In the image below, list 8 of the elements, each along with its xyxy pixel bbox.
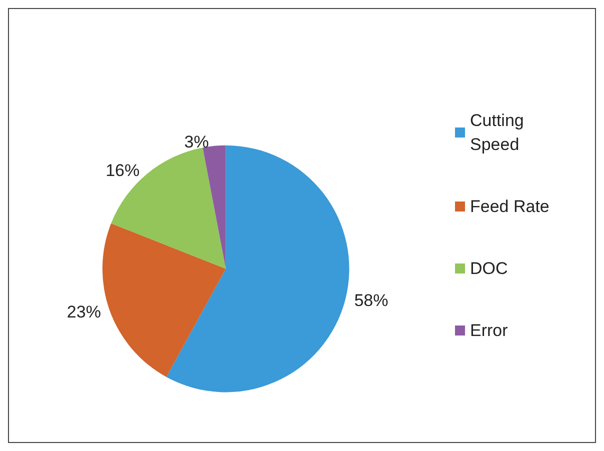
legend-label: Feed Rate <box>470 197 550 216</box>
legend-label: Error <box>470 321 508 340</box>
data-label: 3% <box>184 132 209 152</box>
data-label: 23% <box>66 302 101 322</box>
legend-label: DOC <box>470 259 508 278</box>
data-label: 58% <box>354 290 388 310</box>
data-label: 16% <box>106 161 140 180</box>
legend-label: Cutting Speed <box>470 111 529 154</box>
